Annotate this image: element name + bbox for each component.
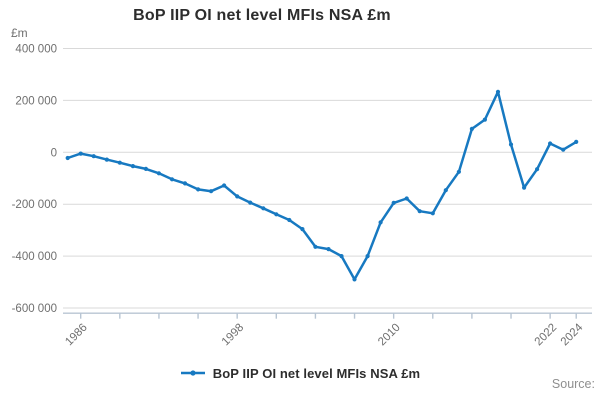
x-tick-label: 1986 bbox=[63, 322, 90, 349]
data-point[interactable] bbox=[443, 188, 448, 193]
data-point[interactable] bbox=[287, 217, 292, 223]
data-point[interactable] bbox=[65, 155, 70, 161]
legend-label: BoP IIP OI net level MFIs NSA £m bbox=[212, 365, 421, 381]
data-point[interactable] bbox=[274, 212, 279, 217]
data-point[interactable] bbox=[169, 177, 175, 182]
data-point[interactable] bbox=[235, 194, 240, 199]
x-tick-label: 2024 bbox=[559, 321, 586, 348]
data-point[interactable] bbox=[339, 254, 344, 259]
data-point[interactable] bbox=[248, 200, 253, 205]
y-tick-label: 200 000 bbox=[15, 95, 57, 107]
y-tick-label: -600 000 bbox=[12, 303, 57, 315]
y-gridlines: 400 000 200 000 0 -200 000 -400 000 -600 000 bbox=[12, 44, 592, 315]
y-axis-unit-label: £m bbox=[11, 26, 28, 40]
legend-line-icon bbox=[180, 370, 205, 376]
y-tick-label: 0 bbox=[51, 147, 57, 159]
data-point[interactable] bbox=[182, 181, 188, 186]
data-point[interactable] bbox=[574, 139, 579, 144]
x-tick-label: 2022 bbox=[533, 322, 560, 349]
data-point[interactable] bbox=[508, 142, 514, 147]
data-point[interactable] bbox=[313, 244, 318, 249]
data-line bbox=[66, 90, 578, 281]
data-point[interactable] bbox=[352, 277, 357, 282]
data-point[interactable] bbox=[404, 196, 409, 201]
y-tick-label: -400 000 bbox=[12, 251, 57, 263]
data-point[interactable] bbox=[78, 151, 83, 156]
data-point[interactable] bbox=[209, 189, 214, 194]
data-point[interactable] bbox=[548, 141, 553, 146]
data-point[interactable] bbox=[430, 211, 435, 216]
data-point[interactable] bbox=[482, 117, 487, 122]
data-point[interactable] bbox=[143, 166, 148, 171]
data-point[interactable] bbox=[222, 183, 227, 188]
y-tick-label: -200 000 bbox=[12, 199, 57, 211]
legend-item[interactable]: BoP IIP OI net level MFIs NSA £m bbox=[0, 362, 600, 384]
chart-title: BoP IIP OI net level MFIs NSA £m bbox=[133, 7, 391, 24]
data-point[interactable] bbox=[300, 227, 305, 232]
data-point[interactable] bbox=[495, 89, 501, 94]
data-point[interactable] bbox=[104, 157, 109, 162]
data-point[interactable] bbox=[156, 171, 161, 176]
data-point[interactable] bbox=[535, 167, 540, 172]
plot-area: 400 000 200 000 0 -200 000 -400 000 -600 000 1… bbox=[12, 44, 592, 349]
data-point[interactable] bbox=[196, 187, 201, 192]
data-point[interactable] bbox=[522, 185, 527, 190]
data-point[interactable] bbox=[326, 247, 331, 252]
data-point[interactable] bbox=[456, 169, 461, 174]
series-line bbox=[65, 89, 579, 282]
data-point[interactable] bbox=[561, 147, 566, 152]
source-note: Source: bbox=[551, 377, 595, 391]
y-tick-label: 400 000 bbox=[15, 44, 57, 56]
data-point[interactable] bbox=[365, 254, 370, 259]
x-axis: 1986 1998 2010 2022 2024 bbox=[63, 312, 592, 349]
data-point[interactable] bbox=[130, 164, 135, 169]
data-point[interactable] bbox=[417, 209, 422, 214]
data-point[interactable] bbox=[378, 220, 383, 225]
data-point[interactable] bbox=[91, 154, 96, 159]
data-point[interactable] bbox=[117, 160, 122, 165]
data-point[interactable] bbox=[261, 206, 266, 211]
data-point[interactable] bbox=[391, 200, 396, 205]
x-tick-label: 2010 bbox=[376, 322, 403, 349]
x-tick-label: 1998 bbox=[220, 322, 247, 349]
data-point[interactable] bbox=[469, 126, 474, 131]
